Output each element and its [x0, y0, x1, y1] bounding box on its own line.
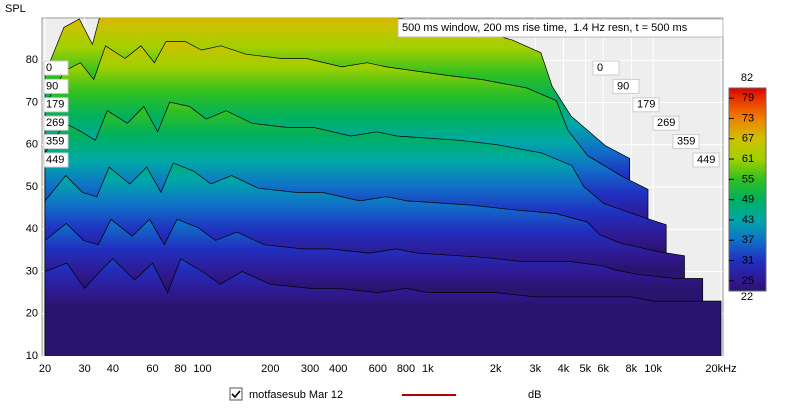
legend-checkbox[interactable] — [229, 387, 243, 401]
title-box — [397, 18, 724, 38]
legend-unit: dB — [528, 389, 541, 401]
x-tick-label: 3k — [530, 363, 542, 375]
x-tick-label: 100 — [193, 363, 211, 375]
slice-label: 179 — [46, 99, 64, 111]
x-tick-label: 40 — [107, 363, 119, 375]
y-tick-label: 80 — [26, 54, 38, 66]
x-tick-label: 400 — [329, 363, 347, 375]
x-tick-label: 2k — [490, 363, 502, 375]
colorbar — [728, 87, 767, 292]
slice-label: 359 — [677, 136, 695, 148]
x-tick-label: 200 — [261, 363, 279, 375]
colorbar-label: 79 — [742, 92, 754, 104]
x-tick-label: 10k — [644, 363, 662, 375]
slice-label-box — [672, 134, 700, 150]
colorbar-label: 67 — [742, 133, 754, 145]
waterfall-slice — [44, 258, 722, 356]
slice-label: 359 — [46, 136, 64, 148]
x-tick-label: 800 — [397, 363, 415, 375]
slice-label: 269 — [657, 117, 675, 129]
y-axis-label: SPL — [5, 3, 26, 15]
colorbar-label: 55 — [742, 173, 754, 185]
slice-label: 449 — [46, 154, 64, 166]
y-tick-label: 50 — [26, 181, 38, 193]
colorbar-label: 43 — [742, 214, 754, 226]
x-tick-label: 20 — [39, 363, 51, 375]
slice-label-box — [43, 78, 69, 94]
colorbar-label: 49 — [742, 194, 754, 206]
slice-label: 90 — [46, 80, 58, 92]
slice-label: 179 — [637, 99, 655, 111]
slice-label-box — [43, 60, 69, 76]
x-tick-label: 80 — [175, 363, 187, 375]
y-tick-label: 40 — [26, 223, 38, 235]
y-tick-label: 10 — [26, 350, 38, 362]
x-tick-label: 5k — [580, 363, 592, 375]
slice-label: 90 — [617, 80, 629, 92]
slice-label-box — [652, 115, 680, 131]
slice-label-box — [592, 60, 620, 76]
slice-label: 0 — [597, 62, 603, 74]
slice-label-box — [692, 152, 720, 168]
slice-label-box — [43, 115, 69, 131]
slice-label-box — [43, 134, 69, 150]
x-tick-label: 20kHz — [705, 363, 736, 375]
colorbar-label: 25 — [742, 275, 754, 287]
slice-label: 269 — [46, 117, 64, 129]
colorbar-label: 73 — [742, 112, 754, 124]
x-tick-label: 30 — [79, 363, 91, 375]
slice-label: 0 — [46, 62, 52, 74]
slice-label-box — [43, 152, 69, 168]
chart-title: 500 ms window, 200 ms rise time, 1.4 Hz … — [402, 22, 688, 34]
slices — [44, 18, 722, 356]
x-tick-label: 60 — [146, 363, 158, 375]
legend-name: motfasesub Mar 12 — [249, 389, 343, 401]
slice-label: 449 — [697, 154, 715, 166]
x-tick-label: 300 — [301, 363, 319, 375]
slice-label-box — [43, 97, 69, 113]
y-tick-label: 20 — [26, 308, 38, 320]
x-tick-label: 1k — [422, 363, 434, 375]
colorbar-label: 31 — [742, 254, 754, 266]
slice-label-box — [632, 97, 660, 113]
check-mark — [231, 390, 241, 399]
y-tick-label: 60 — [26, 139, 38, 151]
colorbar-label: 61 — [742, 153, 754, 165]
slice-label-box — [612, 78, 640, 94]
y-tick-label: 70 — [26, 96, 38, 108]
x-tick-label: 8k — [626, 363, 638, 375]
colorbar-label: 22 — [741, 291, 753, 303]
y-tick-label: 30 — [26, 265, 38, 277]
x-tick-label: 4k — [558, 363, 570, 375]
colorbar-label: 37 — [742, 234, 754, 246]
colorbar-label: 82 — [741, 72, 753, 84]
x-tick-label: 600 — [369, 363, 387, 375]
x-tick-label: 6k — [597, 363, 609, 375]
